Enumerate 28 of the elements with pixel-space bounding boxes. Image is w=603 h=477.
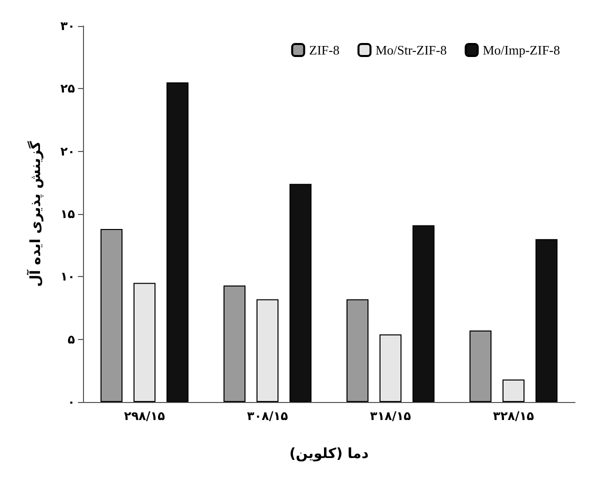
bar <box>256 299 278 402</box>
legend-label: Mo/Str-ZIF-8 <box>375 42 447 58</box>
y-tick-label: ۵ <box>68 332 75 346</box>
bar <box>502 379 524 402</box>
bar <box>412 225 434 402</box>
bar <box>134 282 156 402</box>
x-tick-label: ۳۰۸/۱۵ <box>246 409 288 423</box>
y-tick-label: ۰ <box>68 395 75 409</box>
x-tick-label: ۲۹۸/۱۵ <box>124 409 166 423</box>
y-tick-label: ۱۰ <box>60 270 75 284</box>
y-tick-label: ۲۵ <box>60 82 75 96</box>
bar <box>290 184 312 402</box>
legend-label: ZIF-8 <box>309 42 340 58</box>
bar <box>100 229 122 402</box>
legend-label: Mo/Imp-ZIF-8 <box>482 42 560 58</box>
x-axis-title: دما (کلوین) <box>289 446 369 462</box>
y-tick-label: ۳۰ <box>60 19 75 33</box>
bar <box>470 330 492 402</box>
bar <box>346 299 368 402</box>
x-tick-label: ۳۱۸/۱۵ <box>370 409 412 423</box>
bar <box>166 82 188 402</box>
x-tick-label: ۳۲۸/۱۵ <box>492 409 534 423</box>
bar <box>536 239 558 402</box>
bar <box>224 285 246 402</box>
bar <box>380 334 402 402</box>
y-tick-label: ۱۵ <box>60 207 75 221</box>
y-axis-title: گزینش پذیری ایده آل <box>26 140 44 287</box>
y-tick-label: ۲۰ <box>60 144 75 158</box>
